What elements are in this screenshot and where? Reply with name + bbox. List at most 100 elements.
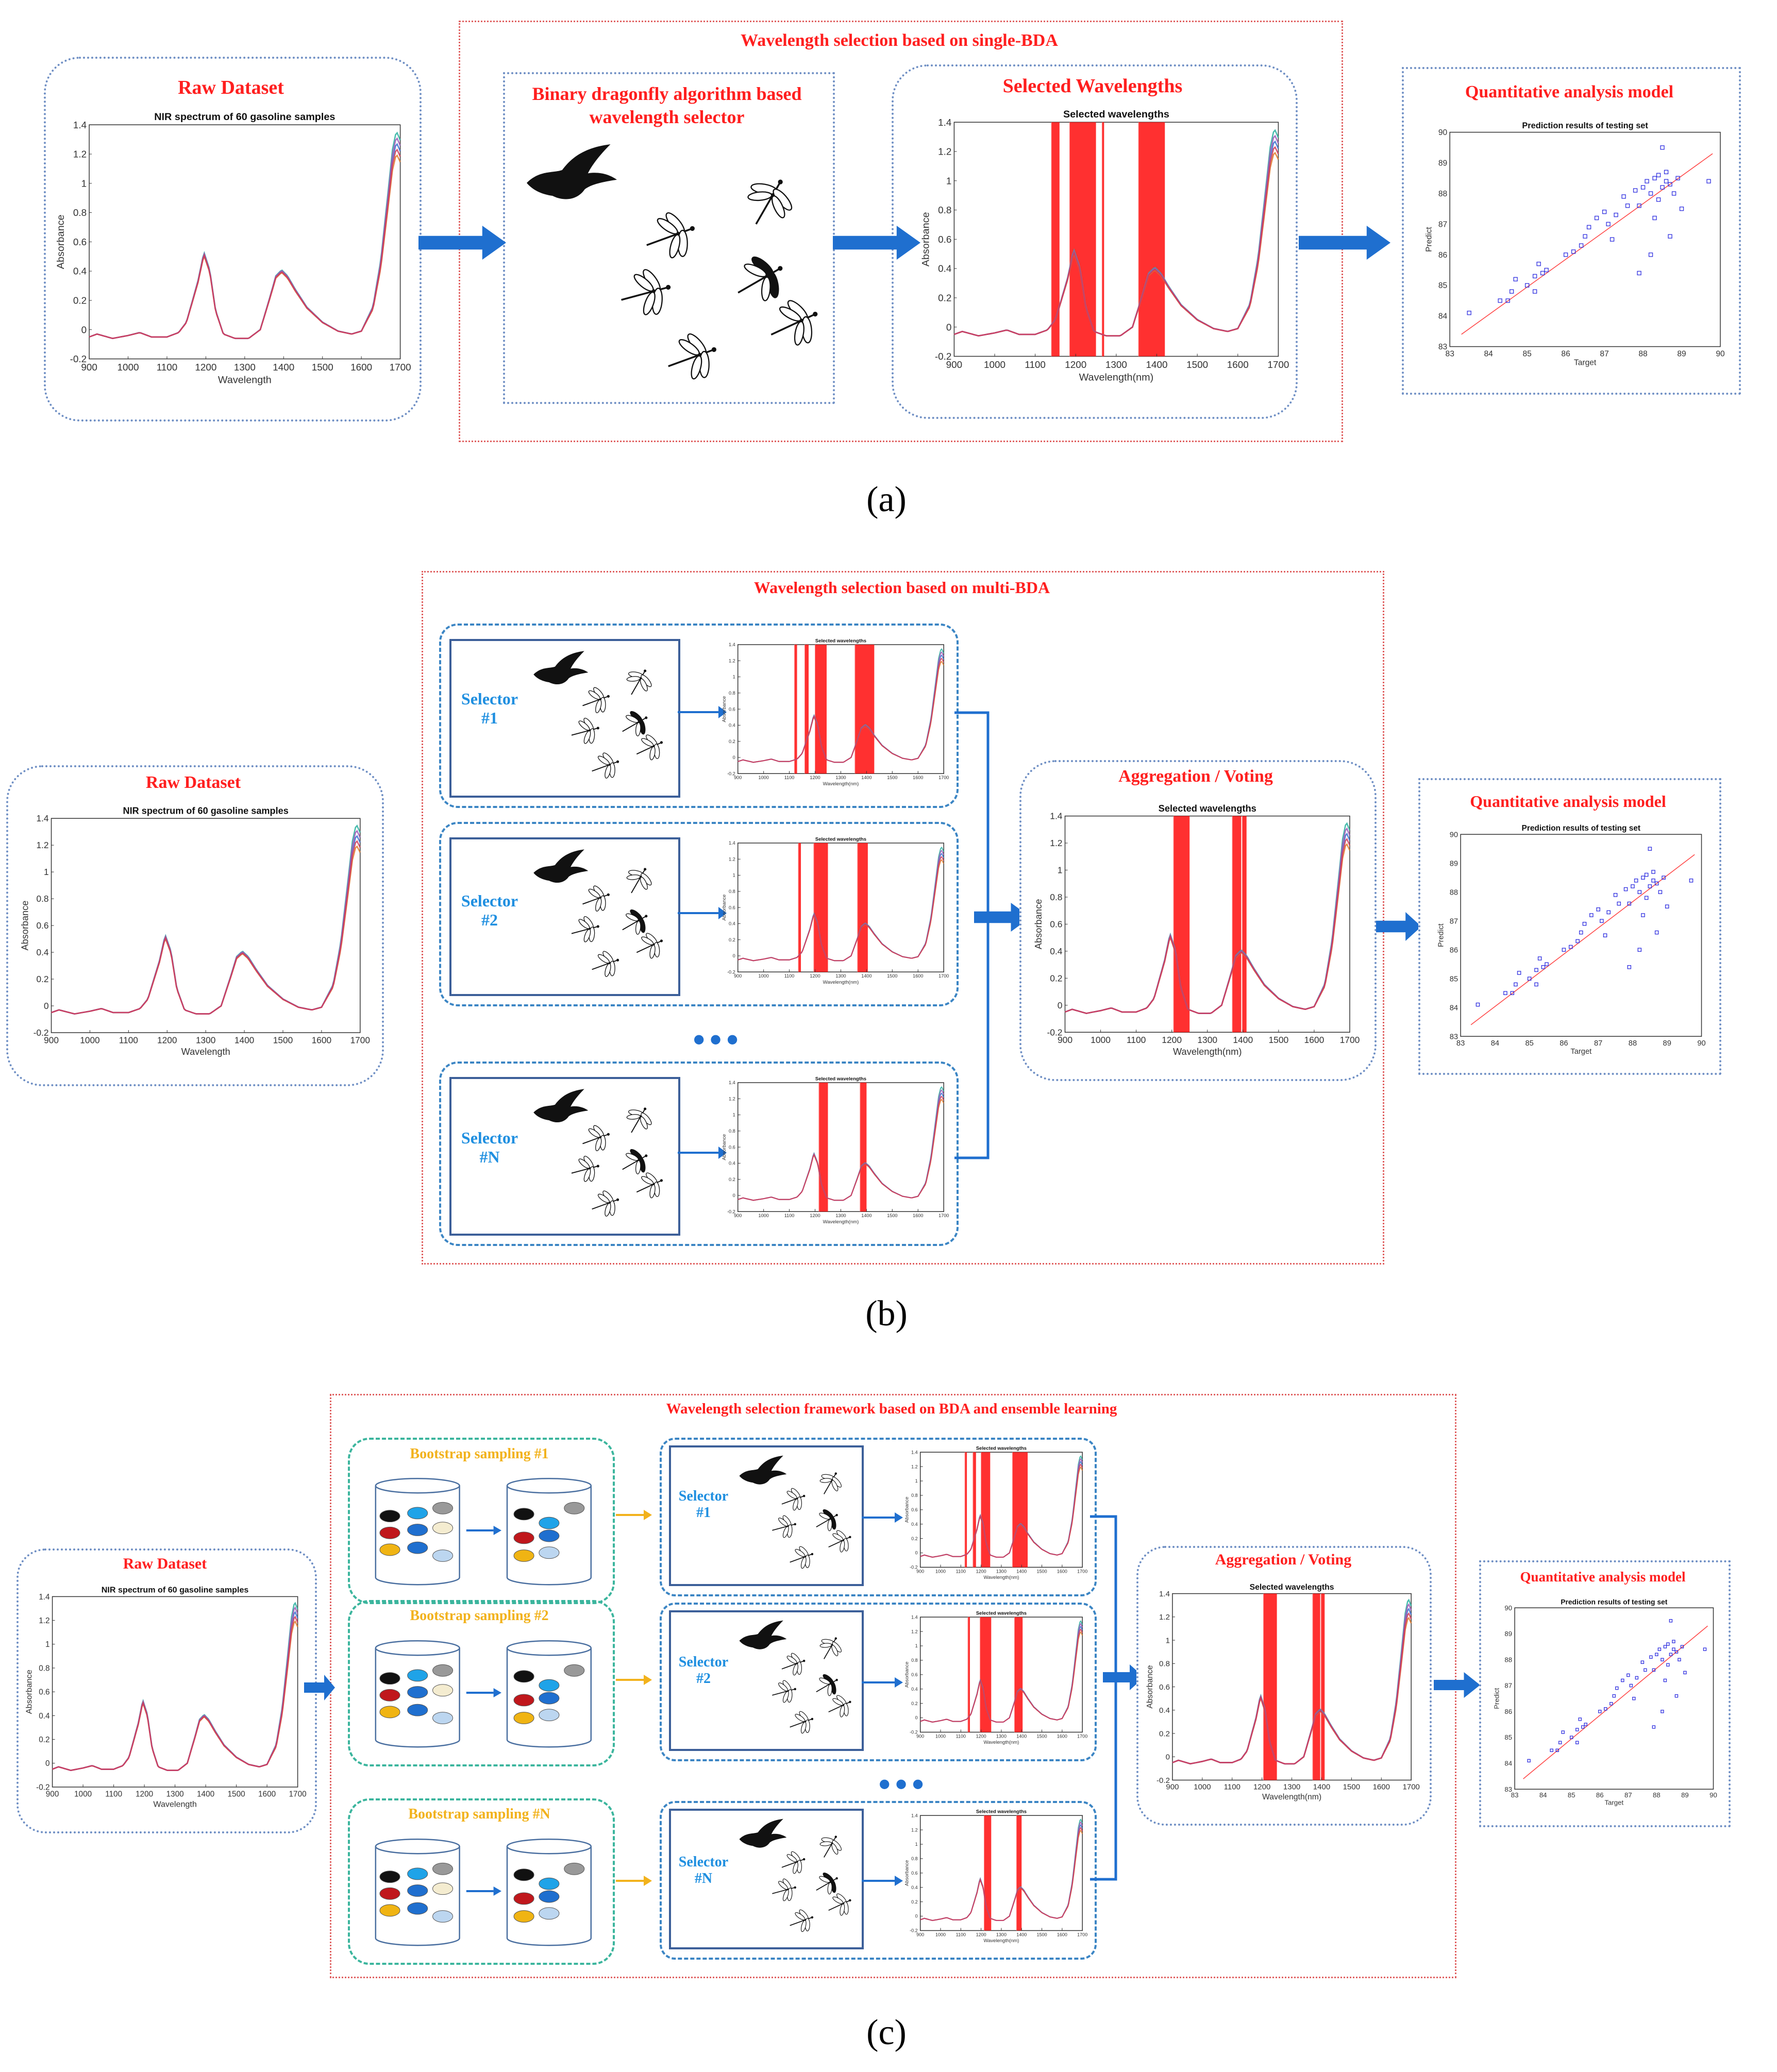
sample-ball [539, 1546, 560, 1559]
y-tick-label: 1 [1058, 865, 1063, 875]
chart-title: Selected wavelengths [1159, 803, 1256, 814]
x-tick-label: 1400 [861, 775, 871, 780]
y-tick-label: 1.2 [37, 840, 49, 850]
plot-area [953, 122, 1279, 357]
data-point [1651, 870, 1655, 874]
plot-area [919, 1616, 1083, 1733]
data-point [1584, 1723, 1587, 1726]
y-axis-label: Predict [1493, 1688, 1501, 1709]
x-tick-label: 1200 [1253, 1783, 1270, 1792]
chart-title: NIR spectrum of 60 gasoline samples [102, 1586, 249, 1595]
sample-ball [407, 1524, 428, 1536]
bootstrap-label-1: Bootstrap sampling #1 [410, 1446, 549, 1462]
dragonfly-icon [781, 1653, 806, 1676]
sample-ball [539, 1517, 560, 1529]
arrow-to-aggregation-c [1103, 1664, 1144, 1690]
dragonfly-icon [626, 1107, 652, 1133]
y-tick-label: -0.2 [1047, 1027, 1062, 1037]
chart-title: NIR spectrum of 60 gasoline samples [123, 806, 289, 816]
x-tick-label: 1100 [105, 1790, 122, 1798]
x-tick-label: 90 [1716, 349, 1725, 358]
selected-band [798, 843, 801, 972]
data-point [1637, 204, 1641, 208]
raw-spectrum-chart-c: 900 1000 1100 1200 1300 1400 1500 1600 1700 -0.2 0… [25, 1586, 307, 1809]
y-tick-label: 85 [1438, 281, 1448, 290]
selected-band [968, 1617, 970, 1732]
sample-ball [432, 1882, 454, 1895]
spectrum-line-4 [89, 148, 401, 340]
data-point [1467, 311, 1471, 315]
x-tick-label: 1300 [835, 775, 846, 780]
arrow-bootstrap-N [616, 1876, 652, 1886]
y-tick-label: -0.2 [727, 969, 735, 974]
x-tick-label: 1300 [1197, 1035, 1217, 1045]
data-point [1648, 191, 1653, 196]
x-tick-label: 1000 [759, 973, 769, 979]
data-point [1625, 204, 1630, 208]
selected-band [1263, 1593, 1277, 1780]
arrow-selector-bN [678, 1147, 727, 1159]
data-point [1569, 1736, 1573, 1739]
sample-ball [379, 1706, 400, 1719]
arrow-selected-to-model-a [1299, 226, 1390, 260]
data-point [1637, 890, 1642, 894]
y-tick-label: 90 [1504, 1604, 1512, 1612]
y-tick-label: 86 [1504, 1708, 1512, 1715]
arrow-head [718, 1147, 727, 1159]
x-tick-label: 1100 [784, 775, 795, 780]
data-point [1635, 1676, 1639, 1680]
y-tick-label: 1.4 [911, 1813, 918, 1818]
y-tick-label: 0.4 [911, 1687, 918, 1692]
ellipsis-b: ••• [693, 1021, 744, 1058]
data-point [1545, 962, 1549, 966]
sample-ball [564, 1862, 585, 1875]
bucket-icon [375, 1477, 460, 1586]
data-point [1640, 1660, 1645, 1664]
data-point [1671, 191, 1677, 196]
sample-ball [513, 1892, 534, 1905]
x-tick-label: 1600 [350, 362, 372, 373]
caption-b: (b) [865, 1294, 908, 1334]
data-point [1674, 1650, 1679, 1654]
selected-band [1069, 122, 1096, 357]
x-tick-label: 83 [1511, 1791, 1519, 1799]
dragonfly-icon [819, 1637, 842, 1659]
x-tick-label: 1400 [1233, 1035, 1253, 1045]
selected-band [1232, 816, 1242, 1033]
y-tick-label: 0 [44, 1001, 49, 1011]
y-tick-label: 88 [1504, 1656, 1512, 1663]
data-point [1579, 930, 1583, 935]
dragonfly-swarm-icon-c1 [739, 1455, 851, 1569]
plot-area [737, 843, 944, 972]
y-tick-label: 83 [1438, 343, 1447, 351]
x-tick-label: 1100 [956, 1733, 966, 1739]
data-point [1575, 939, 1580, 944]
x-tick-label: 1200 [976, 1932, 986, 1937]
data-point [1606, 222, 1611, 227]
x-axis-label: Wavelength(nm) [823, 980, 859, 985]
y-tick-label: 86 [1438, 251, 1447, 260]
x-axis-label: Wavelength(nm) [823, 781, 859, 787]
data-point [1668, 182, 1672, 187]
sample-ball [432, 1684, 454, 1697]
spectrum-line-4 [1065, 837, 1351, 1014]
selected-band [804, 645, 809, 774]
multi-bda-frame-title: Wavelength selection based on multi-BDA [753, 578, 1050, 597]
x-tick-label: 1700 [1402, 1783, 1419, 1792]
data-point [1637, 948, 1642, 952]
data-point [1672, 1640, 1675, 1643]
dragonfly-icon [816, 1674, 838, 1696]
y-tick-label: 1 [1166, 1636, 1170, 1645]
x-tick-label: 1000 [935, 1733, 946, 1739]
selector-label-b2: Selector #2 [461, 891, 518, 929]
chart-title: Prediction results of testing set [1522, 824, 1641, 833]
arrow-head [644, 1876, 652, 1886]
y-axis-label: Absorbance [722, 696, 727, 722]
caption-a: (a) [866, 480, 907, 519]
x-tick-label: 1700 [1077, 1733, 1087, 1739]
spectrum-line-4 [52, 1615, 298, 1771]
sample-ball [379, 1543, 400, 1556]
y-tick-label: 0.2 [37, 974, 49, 984]
y-tick-label: 0 [946, 322, 952, 332]
y-tick-label: 0.6 [729, 1144, 735, 1150]
